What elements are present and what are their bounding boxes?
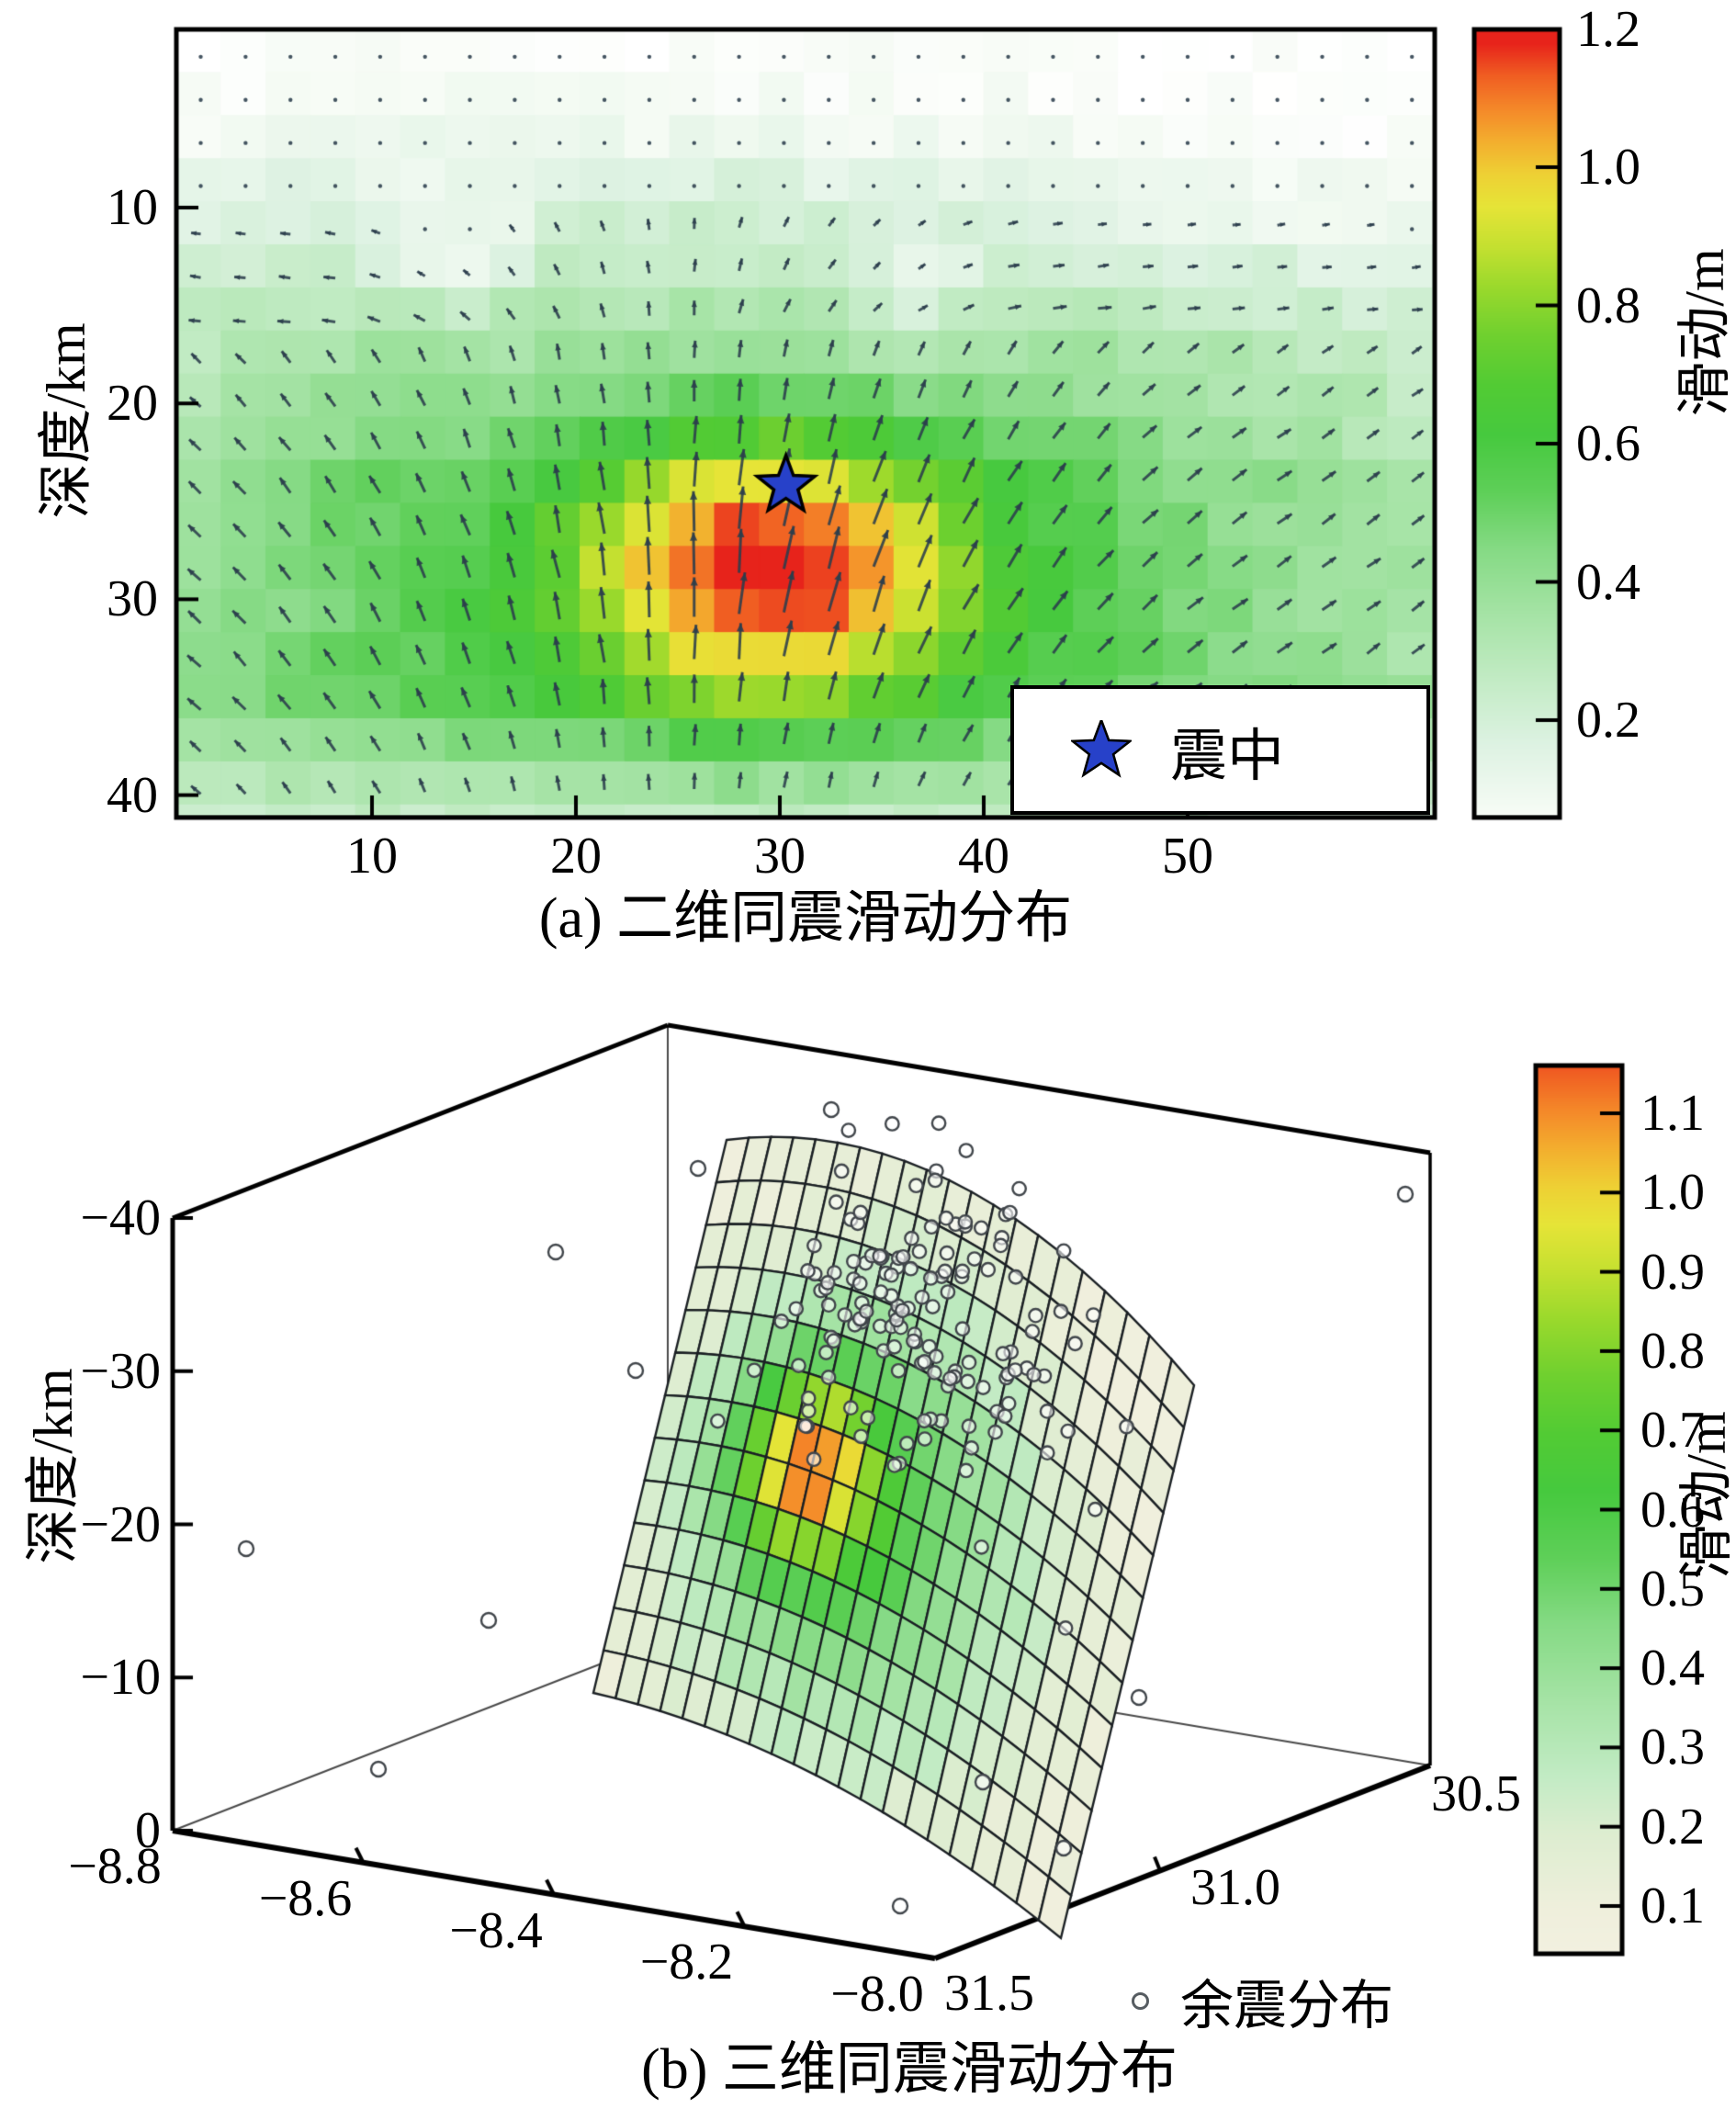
panel-b-z-tick-label: −20 [80,1495,161,1553]
panel-b-lon-tick-label: −8.0 [830,1966,924,2023]
panel-b-colorbar-tick-label: 0.9 [1640,1243,1705,1301]
panel-a-colorbar-tick-label: 0.2 [1576,692,1640,749]
panel-b-colorbar-tick-label: 0.3 [1640,1719,1705,1776]
panel-a-x-tick-label: 40 [958,828,1009,885]
panel-a-colorbar-tick-label: 0.6 [1576,415,1640,472]
epicenter-legend-label: 震中 [1170,725,1285,788]
panel-b-aftershock-legend: 余震分布 [1132,1962,1393,2039]
panel-b-lat-tick-label: 30.5 [1431,1765,1521,1823]
panel-a-y-tick-label: 10 [107,179,158,236]
panel-b-colorbar-tick-label: 1.1 [1640,1085,1705,1142]
panel-b-lon-tick-label: −8.6 [258,1869,353,1927]
panel-a-epicenter-legend: 震中 [1010,685,1430,815]
panel-b-colorbar-tick-label: 0.7 [1640,1402,1705,1460]
panel-a-caption: (a) 二维同震滑动分布 [538,887,1073,950]
panel-a-y-tick-label: 30 [107,570,158,628]
panel-b-colorbar-tick-label: 0.5 [1640,1560,1705,1618]
panel-a-y-tick-label: 20 [107,375,158,433]
panel-b-z-tick-label: −30 [80,1342,161,1400]
panel-a-y-axis-label: 深度/km [36,322,96,519]
panel-a-colorbar-tick-label: 0.4 [1576,553,1640,611]
panel-a-x-tick-label: 30 [754,828,806,885]
panel-b-colorbar-tick-label: 0.4 [1640,1640,1705,1697]
panel-b-lat-tick-label: 31.5 [944,1965,1034,2022]
panel-a-y-tick-label: 40 [107,766,158,824]
panel-b-lon-tick-label: −8.8 [68,1838,162,1895]
panel-b-lon-tick-label: −8.2 [639,1934,734,1991]
panel-b-z-tick-label: −10 [80,1649,161,1707]
panel-a-colorbar-tick-label: 1.2 [1576,0,1640,58]
panel-b-z-axis-label: 深度/km [23,1368,84,1564]
panel-b-lat-tick-label: 31.0 [1190,1858,1280,1916]
panel-a-colorbar-tick-label: 1.0 [1576,139,1640,196]
panel-b-colorbar-tick-label: 0.6 [1640,1481,1705,1539]
epicenter-star-icon [1071,719,1132,778]
panel-a-x-tick-label: 50 [1162,828,1213,885]
panel-b-colorbar-tick-label: 0.8 [1640,1322,1705,1380]
panel-b-colorbar-tick-label: 1.0 [1640,1164,1705,1222]
panel-b-caption: (b) 三维同震滑动分布 [641,2038,1178,2101]
panel-a-colorbar-tick-label: 0.8 [1576,276,1640,334]
panel-a-colorbar-label: 滑动/m [1674,248,1735,417]
panel-b-lon-tick-label: −8.4 [449,1901,543,1959]
panel-a-x-tick-label: 10 [346,828,398,885]
panel-b-z-tick-label: −40 [80,1190,161,1246]
panel-a-x-tick-label: 20 [550,828,602,885]
panel-b-colorbar-tick-label: 0.1 [1640,1878,1705,1934]
aftershock-legend-label: 余震分布 [1180,1976,1394,2036]
panel-b-z-tick-label: 0 [135,1802,161,1859]
panel-b-colorbar-tick-label: 0.2 [1640,1798,1705,1855]
aftershock-circle-icon [1132,1991,1149,2010]
